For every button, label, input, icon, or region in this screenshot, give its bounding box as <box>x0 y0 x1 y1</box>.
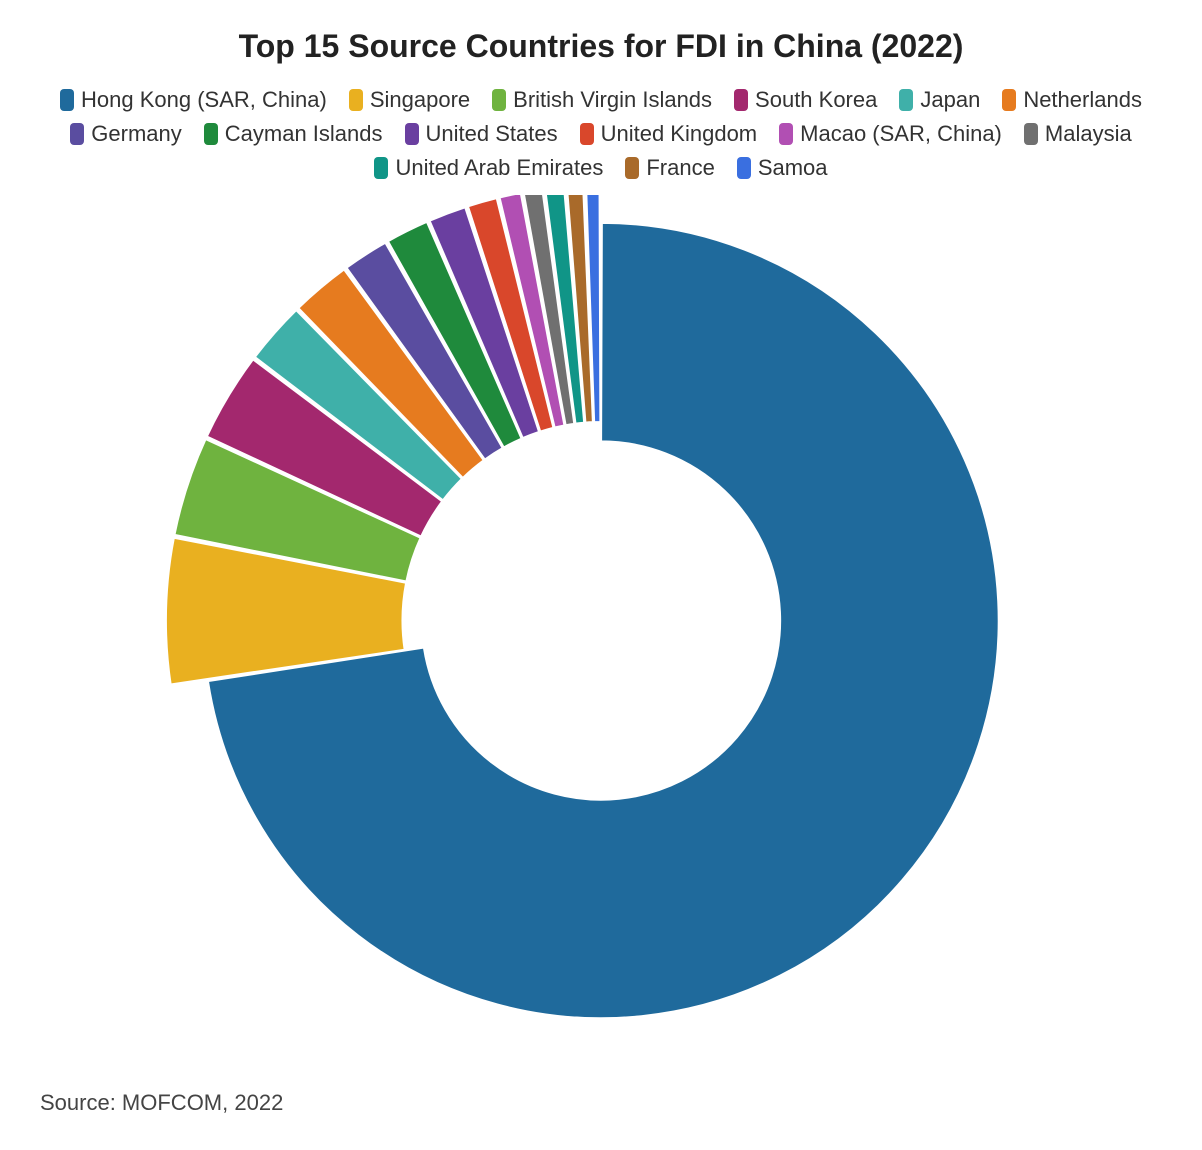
legend-label: Hong Kong (SAR, China) <box>81 83 327 117</box>
legend-label: Netherlands <box>1023 83 1142 117</box>
legend-item: United Arab Emirates <box>374 151 603 185</box>
legend-label: United States <box>426 117 558 151</box>
legend-item: Hong Kong (SAR, China) <box>60 83 327 117</box>
legend-item: United States <box>405 117 558 151</box>
chart-source: Source: MOFCOM, 2022 <box>40 1090 283 1116</box>
legend-label: United Arab Emirates <box>395 151 603 185</box>
legend-label: Japan <box>920 83 980 117</box>
legend-label: Germany <box>91 117 181 151</box>
legend-item: Cayman Islands <box>204 117 383 151</box>
legend-label: Singapore <box>370 83 470 117</box>
legend-swatch <box>374 157 388 179</box>
legend-item: Macao (SAR, China) <box>779 117 1002 151</box>
legend-item: Malaysia <box>1024 117 1132 151</box>
donut-chart-wrap <box>40 195 1162 1065</box>
legend-swatch <box>492 89 506 111</box>
legend-label: South Korea <box>755 83 877 117</box>
legend-swatch <box>405 123 419 145</box>
legend-swatch <box>60 89 74 111</box>
legend-item: Germany <box>70 117 181 151</box>
legend-label: France <box>646 151 714 185</box>
legend-swatch <box>204 123 218 145</box>
legend-label: Cayman Islands <box>225 117 383 151</box>
legend-swatch <box>70 123 84 145</box>
legend-swatch <box>625 157 639 179</box>
legend-swatch <box>1002 89 1016 111</box>
legend-label: Samoa <box>758 151 828 185</box>
legend-swatch <box>734 89 748 111</box>
legend-item: South Korea <box>734 83 877 117</box>
legend-item: Singapore <box>349 83 470 117</box>
legend-swatch <box>779 123 793 145</box>
legend-item: Samoa <box>737 151 828 185</box>
legend-label: Malaysia <box>1045 117 1132 151</box>
legend-item: Japan <box>899 83 980 117</box>
legend-item: Netherlands <box>1002 83 1142 117</box>
legend-swatch <box>349 89 363 111</box>
legend-swatch <box>1024 123 1038 145</box>
legend-label: United Kingdom <box>601 117 758 151</box>
chart-legend: Hong Kong (SAR, China) Singapore British V… <box>51 83 1151 185</box>
chart-container: Top 15 Source Countries for FDI in China… <box>0 0 1202 1150</box>
legend-swatch <box>580 123 594 145</box>
legend-label: Macao (SAR, China) <box>800 117 1002 151</box>
legend-item: United Kingdom <box>580 117 758 151</box>
legend-label: British Virgin Islands <box>513 83 712 117</box>
donut-chart <box>131 195 1071 1065</box>
legend-swatch <box>899 89 913 111</box>
legend-swatch <box>737 157 751 179</box>
legend-item: France <box>625 151 714 185</box>
legend-item: British Virgin Islands <box>492 83 712 117</box>
chart-title: Top 15 Source Countries for FDI in China… <box>40 28 1162 65</box>
